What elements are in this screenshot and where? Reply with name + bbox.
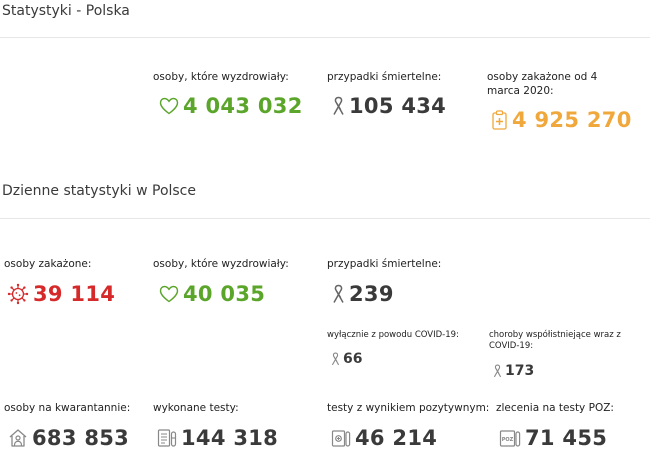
daily-infected-value: 39 114	[33, 282, 116, 306]
test-tube-icon	[330, 427, 352, 449]
deaths-comorbid-stat: 173	[492, 363, 534, 379]
tests-value: 144 318	[181, 426, 279, 450]
daily-recovered-label: osoby, które wyzdrowiały:	[153, 258, 289, 270]
summary-infected-label: osoby zakażone od 4 marca 2020:	[487, 71, 598, 97]
daily-recovered-stat: 40 035	[158, 282, 265, 306]
summary-recovered-stat: 4 043 032	[158, 94, 303, 118]
ribbon-icon	[330, 283, 346, 305]
positive-tests-label: testy z wynikiem pozytywnym:	[327, 402, 490, 414]
tests-stat: 144 318	[156, 426, 278, 450]
summary-recovered-label: osoby, które wyzdrowiały:	[153, 71, 289, 83]
ribbon-icon	[492, 363, 503, 379]
poz-orders-label: zlecenia na testy POZ:	[496, 402, 614, 414]
home-person-icon	[7, 427, 29, 449]
heart-icon	[158, 96, 180, 116]
poz-tube-icon: POZ	[498, 427, 522, 449]
daily-infected-stat: 39 114	[6, 282, 115, 306]
deaths-covid-only-value: 66	[343, 351, 363, 367]
summary-deaths-stat: 105 434	[330, 94, 446, 118]
quarantine-stat: 683 853	[7, 426, 129, 450]
summary-infected-stat: 4 925 270	[490, 108, 632, 132]
daily-deaths-label: przypadki śmiertelne:	[327, 258, 442, 270]
deaths-comorbid-value: 173	[505, 363, 535, 379]
heart-icon	[158, 284, 180, 304]
daily-title: Dzienne statystyki w Polsce	[2, 183, 196, 199]
medical-clipboard-icon	[490, 109, 508, 131]
quarantine-value: 683 853	[32, 426, 130, 450]
ribbon-icon	[330, 95, 346, 117]
test-list-icon	[156, 427, 178, 449]
summary-deaths-label: przypadki śmiertelne:	[327, 71, 442, 83]
summary-deaths-value: 105 434	[349, 94, 447, 118]
daily-deaths-stat: 239	[330, 282, 394, 306]
positive-tests-value: 46 214	[355, 426, 438, 450]
deaths-covid-only-label: wyłącznie z powodu COVID-19:	[327, 330, 459, 340]
divider	[0, 37, 650, 38]
daily-recovered-value: 40 035	[183, 282, 266, 306]
svg-text:POZ: POZ	[502, 437, 514, 443]
divider	[0, 218, 650, 219]
positive-tests-stat: 46 214	[330, 426, 437, 450]
deaths-covid-only-stat: 66	[330, 351, 362, 367]
deaths-comorbid-label: choroby współistniejące wraz z COVID-19:	[489, 330, 621, 351]
page-title: Statystyki - Polska	[2, 3, 130, 19]
tests-label: wykonane testy:	[153, 402, 239, 414]
poz-orders-stat: POZ 71 455	[498, 426, 607, 450]
ribbon-icon	[330, 351, 341, 367]
quarantine-label: osoby na kwarantannie:	[4, 402, 131, 414]
poz-orders-value: 71 455	[525, 426, 608, 450]
summary-recovered-value: 4 043 032	[183, 94, 303, 118]
daily-deaths-value: 239	[349, 282, 394, 306]
daily-infected-label: osoby zakażone:	[4, 258, 92, 270]
virus-icon	[6, 282, 30, 306]
summary-infected-value: 4 925 270	[512, 108, 632, 132]
